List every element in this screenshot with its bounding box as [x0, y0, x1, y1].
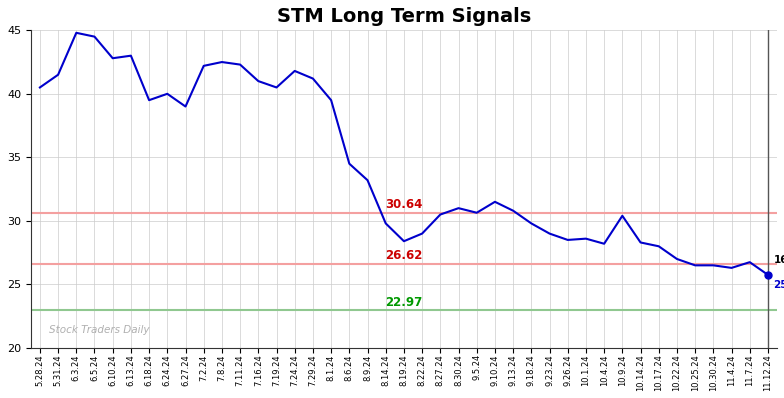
Text: 25.75: 25.75	[773, 280, 784, 290]
Text: 22.97: 22.97	[385, 296, 423, 309]
Title: STM Long Term Signals: STM Long Term Signals	[277, 7, 531, 26]
Text: 26.62: 26.62	[385, 250, 423, 262]
Text: Stock Traders Daily: Stock Traders Daily	[49, 325, 150, 335]
Text: 16:00: 16:00	[773, 255, 784, 265]
Text: 30.64: 30.64	[385, 198, 423, 211]
